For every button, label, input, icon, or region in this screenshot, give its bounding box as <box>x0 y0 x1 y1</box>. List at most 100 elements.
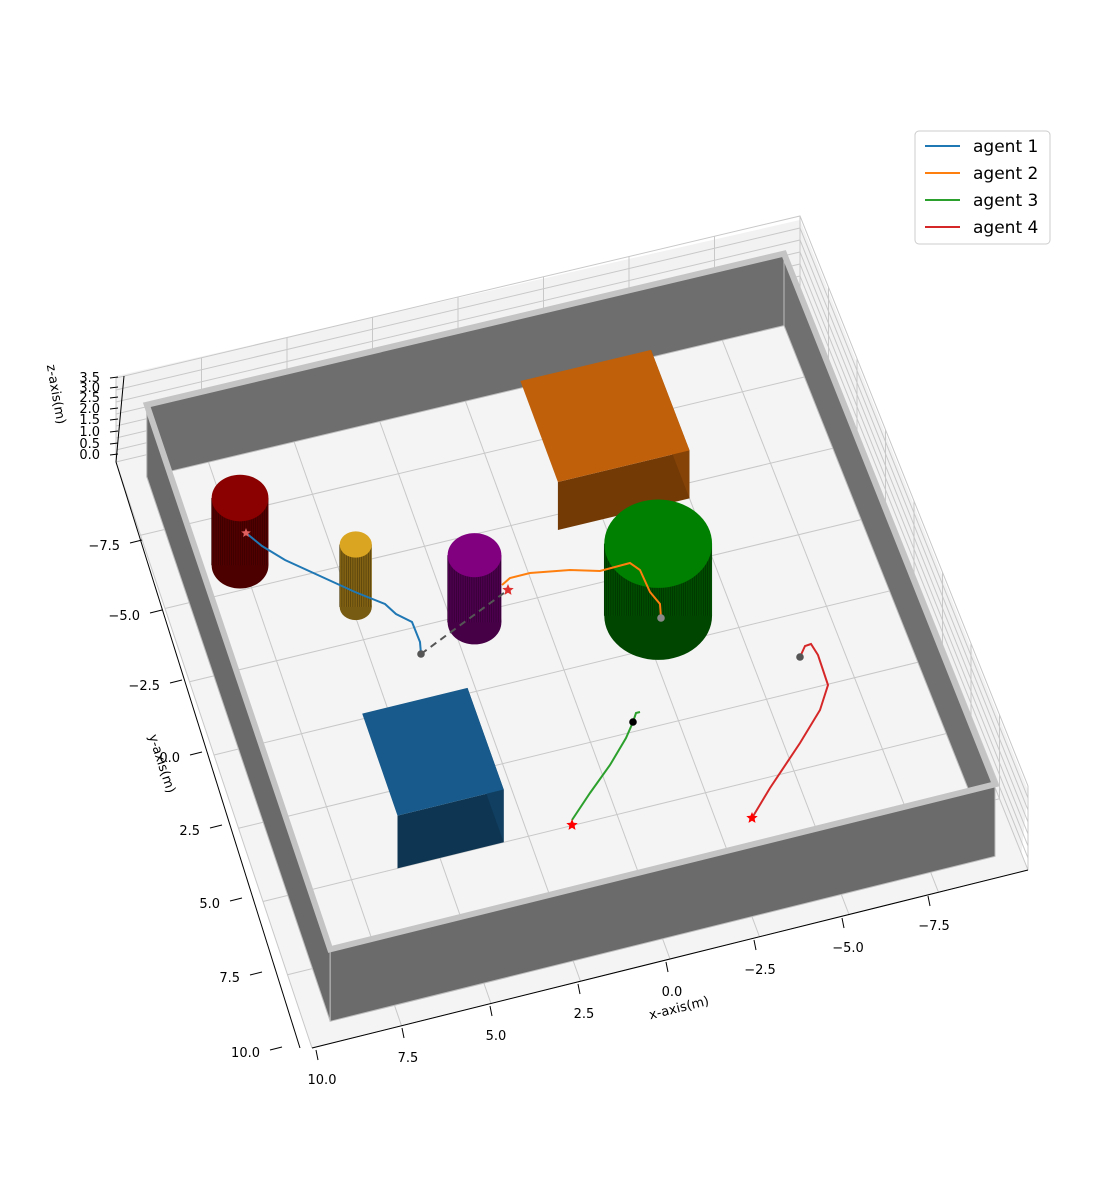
obstacle-cylinder-gold-top <box>339 531 372 558</box>
x-tick-label: 5.0 <box>486 1029 507 1044</box>
legend-label-1: agent 1 <box>973 137 1038 157</box>
z-axis-label: z-axis(m) <box>43 363 68 425</box>
grid-line-x <box>372 401 581 982</box>
y-tick-label: 0.0 <box>159 751 180 766</box>
obstacle-box-blue-front-face <box>397 789 504 869</box>
x-tick-label: −2.5 <box>744 963 776 978</box>
y-tick-label: −7.5 <box>88 539 120 554</box>
trajectory-3 <box>571 711 641 821</box>
goal-marker <box>566 819 578 830</box>
y-tick-label: 10.0 <box>231 1046 260 1061</box>
obstacle-cylinder-green <box>603 499 713 660</box>
legend-box <box>914 130 1051 245</box>
wall-rim <box>142 250 1000 953</box>
y-tick-label: 5.0 <box>199 897 220 912</box>
obstacle-cylinder-red-top <box>211 474 269 522</box>
x-tick-mark <box>665 961 669 973</box>
grid-line-y <box>238 655 943 829</box>
z-tick-label: 2.5 <box>79 391 100 406</box>
z-tick-label: 0.5 <box>79 437 100 452</box>
x-tick-label: 7.5 <box>398 1051 419 1066</box>
trajectory-4 <box>751 642 830 819</box>
legend: agent 1 agent 2 agent 3 agent 4 <box>914 130 1051 245</box>
y-tick-mark <box>249 971 263 976</box>
y-tick-mark <box>229 897 243 902</box>
goal-marker <box>241 528 251 537</box>
axes: 0.00.51.01.52.02.53.03.5z-axis(m)−7.5−5.… <box>43 363 1029 1088</box>
z-tick-mark <box>109 407 119 410</box>
x-tick-label: 10.0 <box>308 1073 337 1088</box>
legend-label-2: agent 2 <box>973 164 1038 184</box>
obstacle-cylinder-purple-top <box>447 533 502 578</box>
z-tick-label: 1.0 <box>79 425 100 440</box>
grid-line-y <box>213 584 915 756</box>
start-marker <box>796 653 804 661</box>
grid-line-y <box>262 727 972 902</box>
trajectory-2 <box>501 561 662 619</box>
goal-marker <box>746 812 758 823</box>
y-axis-line <box>115 461 301 1049</box>
trajectories <box>241 528 830 830</box>
goal-marker <box>502 584 514 595</box>
y-tick-label: −2.5 <box>128 679 160 694</box>
x-axis-line <box>311 869 1029 1049</box>
obstacle-box-orange <box>520 349 690 530</box>
grid <box>115 215 1029 1049</box>
obstacles <box>211 349 713 869</box>
z-tick-mark <box>109 376 119 379</box>
x-tick-mark <box>927 895 931 907</box>
y-tick-mark <box>189 751 203 756</box>
x-tick-mark <box>753 939 757 951</box>
x-tick-label: 2.5 <box>574 1007 595 1022</box>
y-tick-mark <box>149 609 163 614</box>
obstacle-box-blue <box>362 687 504 869</box>
z-tick-label: 2.0 <box>79 402 100 417</box>
y-tick-mark <box>169 679 183 684</box>
legend-label-4: agent 4 <box>973 218 1038 238</box>
obstacle-box-orange-top-face <box>520 349 690 482</box>
z-axis-line <box>115 375 125 463</box>
trajectory-1 <box>245 532 422 655</box>
legend-label-3: agent 3 <box>973 191 1038 211</box>
x-tick-mark <box>315 1049 319 1061</box>
grid-line-x <box>115 461 313 1049</box>
obstacle-cylinder-red <box>211 474 269 589</box>
x-tick-label: 0.0 <box>662 985 683 1000</box>
y-tick-mark <box>129 539 143 544</box>
y-tick-mark <box>209 824 223 829</box>
grid-line-z <box>115 227 1029 799</box>
x-tick-label: −5.0 <box>832 941 864 956</box>
obstacle-cylinder-purple <box>447 533 502 645</box>
obstacle-cylinder-gold <box>339 531 372 621</box>
z-tick-label: 3.0 <box>79 381 100 396</box>
obstacle-box-blue-top-face <box>362 687 504 816</box>
z-tick-mark <box>109 418 119 421</box>
y-tick-label: −5.0 <box>108 609 140 624</box>
arena-walls <box>142 250 1000 1022</box>
z-tick-mark <box>109 453 119 456</box>
grid-line-z <box>115 239 1029 811</box>
y-tick-label: 2.5 <box>179 824 200 839</box>
start-marker <box>657 614 665 622</box>
grid-line-z <box>115 215 1029 787</box>
x-tick-mark <box>401 1027 405 1039</box>
z-tick-label: 1.5 <box>79 413 100 428</box>
z-tick-mark <box>109 430 119 433</box>
y-tick-mark <box>269 1046 283 1051</box>
x-tick-label: −7.5 <box>918 919 950 934</box>
x-tick-mark <box>841 917 845 929</box>
z-tick-mark <box>109 386 119 389</box>
z-tick-mark <box>109 396 119 399</box>
dashed-link <box>420 589 509 655</box>
start-marker <box>629 718 637 726</box>
obstacle-cylinder-green-top <box>604 499 713 588</box>
z-tick-mark <box>109 442 119 445</box>
obstacle-box-orange-front-face <box>557 450 690 530</box>
z-tick-label: 0.0 <box>79 448 100 463</box>
start-marker <box>417 650 425 658</box>
y-tick-label: 7.5 <box>219 971 240 986</box>
z-tick-label: 3.5 <box>79 371 100 386</box>
x-tick-mark <box>577 983 581 995</box>
x-tick-mark <box>489 1005 493 1017</box>
